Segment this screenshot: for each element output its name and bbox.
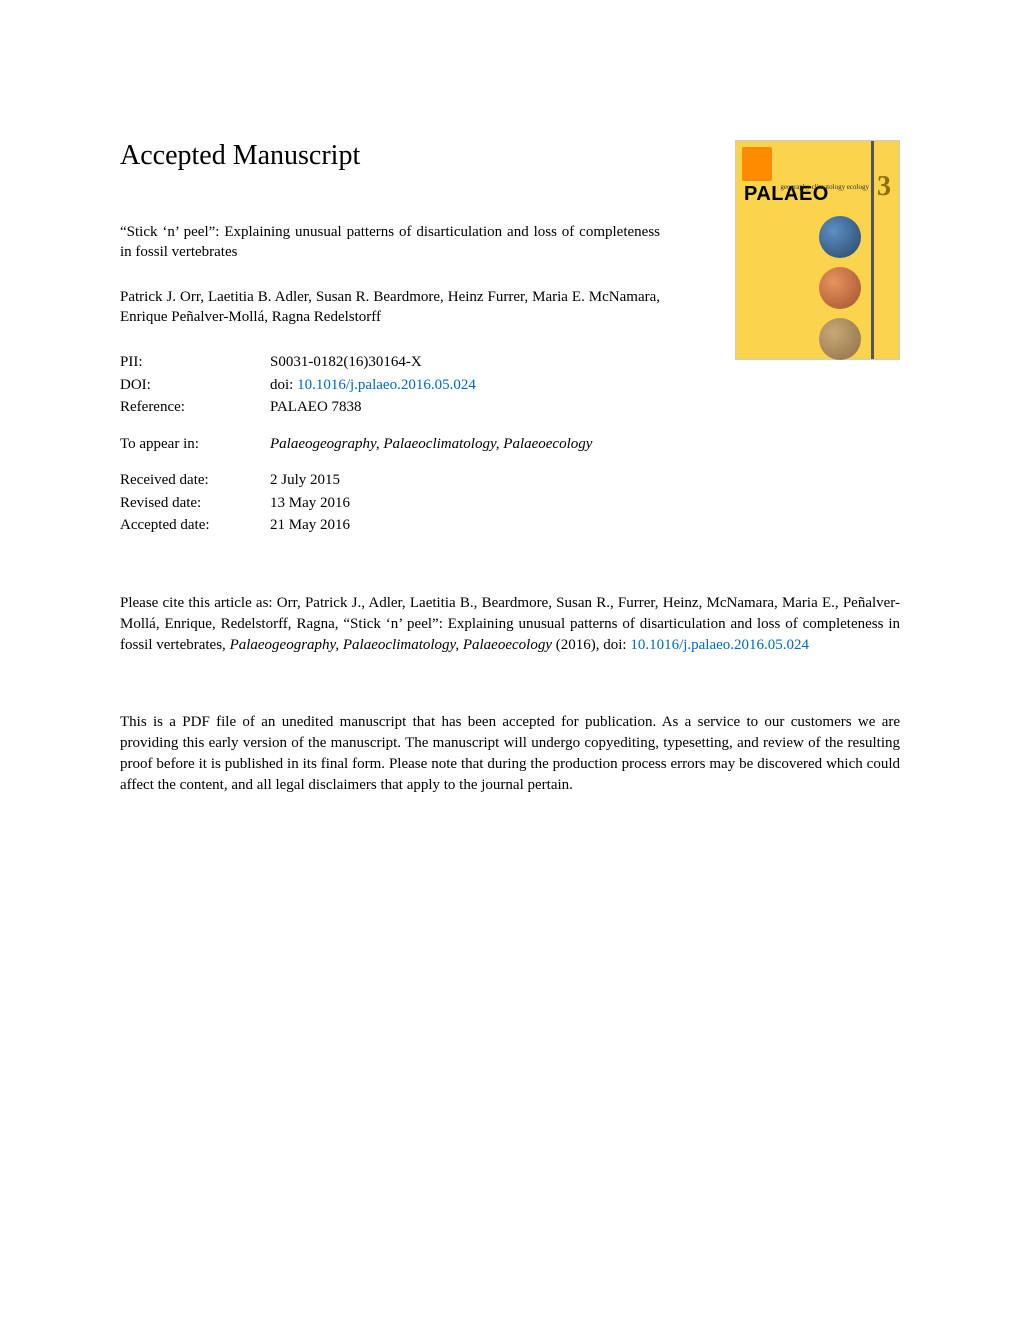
meta-row-doi: DOI: doi: 10.1016/j.palaeo.2016.05.024 bbox=[120, 374, 900, 397]
journal-cover-thumbnail: PALAEO geography climatology ecology 3 bbox=[735, 140, 900, 360]
meta-value: PALAEO 7838 bbox=[270, 396, 900, 419]
doi-link[interactable]: 10.1016/j.palaeo.2016.05.024 bbox=[297, 377, 476, 393]
meta-value: 2 July 2015 bbox=[270, 469, 900, 492]
meta-label: Received date: bbox=[120, 469, 270, 492]
cover-globe-icon bbox=[819, 216, 861, 258]
meta-row-received: Received date: 2 July 2015 bbox=[120, 469, 900, 492]
citation-block: Please cite this article as: Orr, Patric… bbox=[120, 593, 900, 656]
meta-label: Accepted date: bbox=[120, 514, 270, 537]
meta-value: 21 May 2016 bbox=[270, 514, 900, 537]
meta-row-accepted: Accepted date: 21 May 2016 bbox=[120, 514, 900, 537]
meta-row-revised: Revised date: 13 May 2016 bbox=[120, 492, 900, 515]
disclaimer-text: This is a PDF file of an unedited manusc… bbox=[120, 712, 900, 796]
meta-label: PII: bbox=[120, 351, 270, 374]
meta-value: doi: 10.1016/j.palaeo.2016.05.024 bbox=[270, 374, 900, 397]
doi-prefix: doi: bbox=[270, 377, 297, 393]
metadata-table: PII: S0031-0182(16)30164-X DOI: doi: 10.… bbox=[120, 351, 900, 537]
meta-label: Revised date: bbox=[120, 492, 270, 515]
meta-value: Palaeogeography, Palaeoclimatology, Pala… bbox=[270, 433, 900, 456]
citation-year: (2016), doi: bbox=[552, 637, 630, 653]
meta-label: Reference: bbox=[120, 396, 270, 419]
article-title: “Stick ‘n’ peel”: Explaining unusual pat… bbox=[120, 222, 660, 263]
citation-doi-link[interactable]: 10.1016/j.palaeo.2016.05.024 bbox=[630, 637, 809, 653]
meta-label: To appear in: bbox=[120, 433, 270, 456]
meta-row-appear: To appear in: Palaeogeography, Palaeocli… bbox=[120, 433, 900, 456]
citation-journal: Palaeogeography, Palaeoclimatology, Pala… bbox=[230, 637, 552, 653]
cover-globe-icon bbox=[819, 318, 861, 360]
meta-row-reference: Reference: PALAEO 7838 bbox=[120, 396, 900, 419]
meta-value: 13 May 2016 bbox=[270, 492, 900, 515]
cover-globe-icon bbox=[819, 267, 861, 309]
cover-stripe bbox=[871, 141, 874, 359]
meta-label: DOI: bbox=[120, 374, 270, 397]
authors-list: Patrick J. Orr, Laetitia B. Adler, Susan… bbox=[120, 287, 660, 328]
cover-issue-number: 3 bbox=[877, 171, 891, 203]
publisher-logo-icon bbox=[742, 147, 772, 181]
cover-subtitle: geography climatology ecology bbox=[780, 183, 869, 191]
